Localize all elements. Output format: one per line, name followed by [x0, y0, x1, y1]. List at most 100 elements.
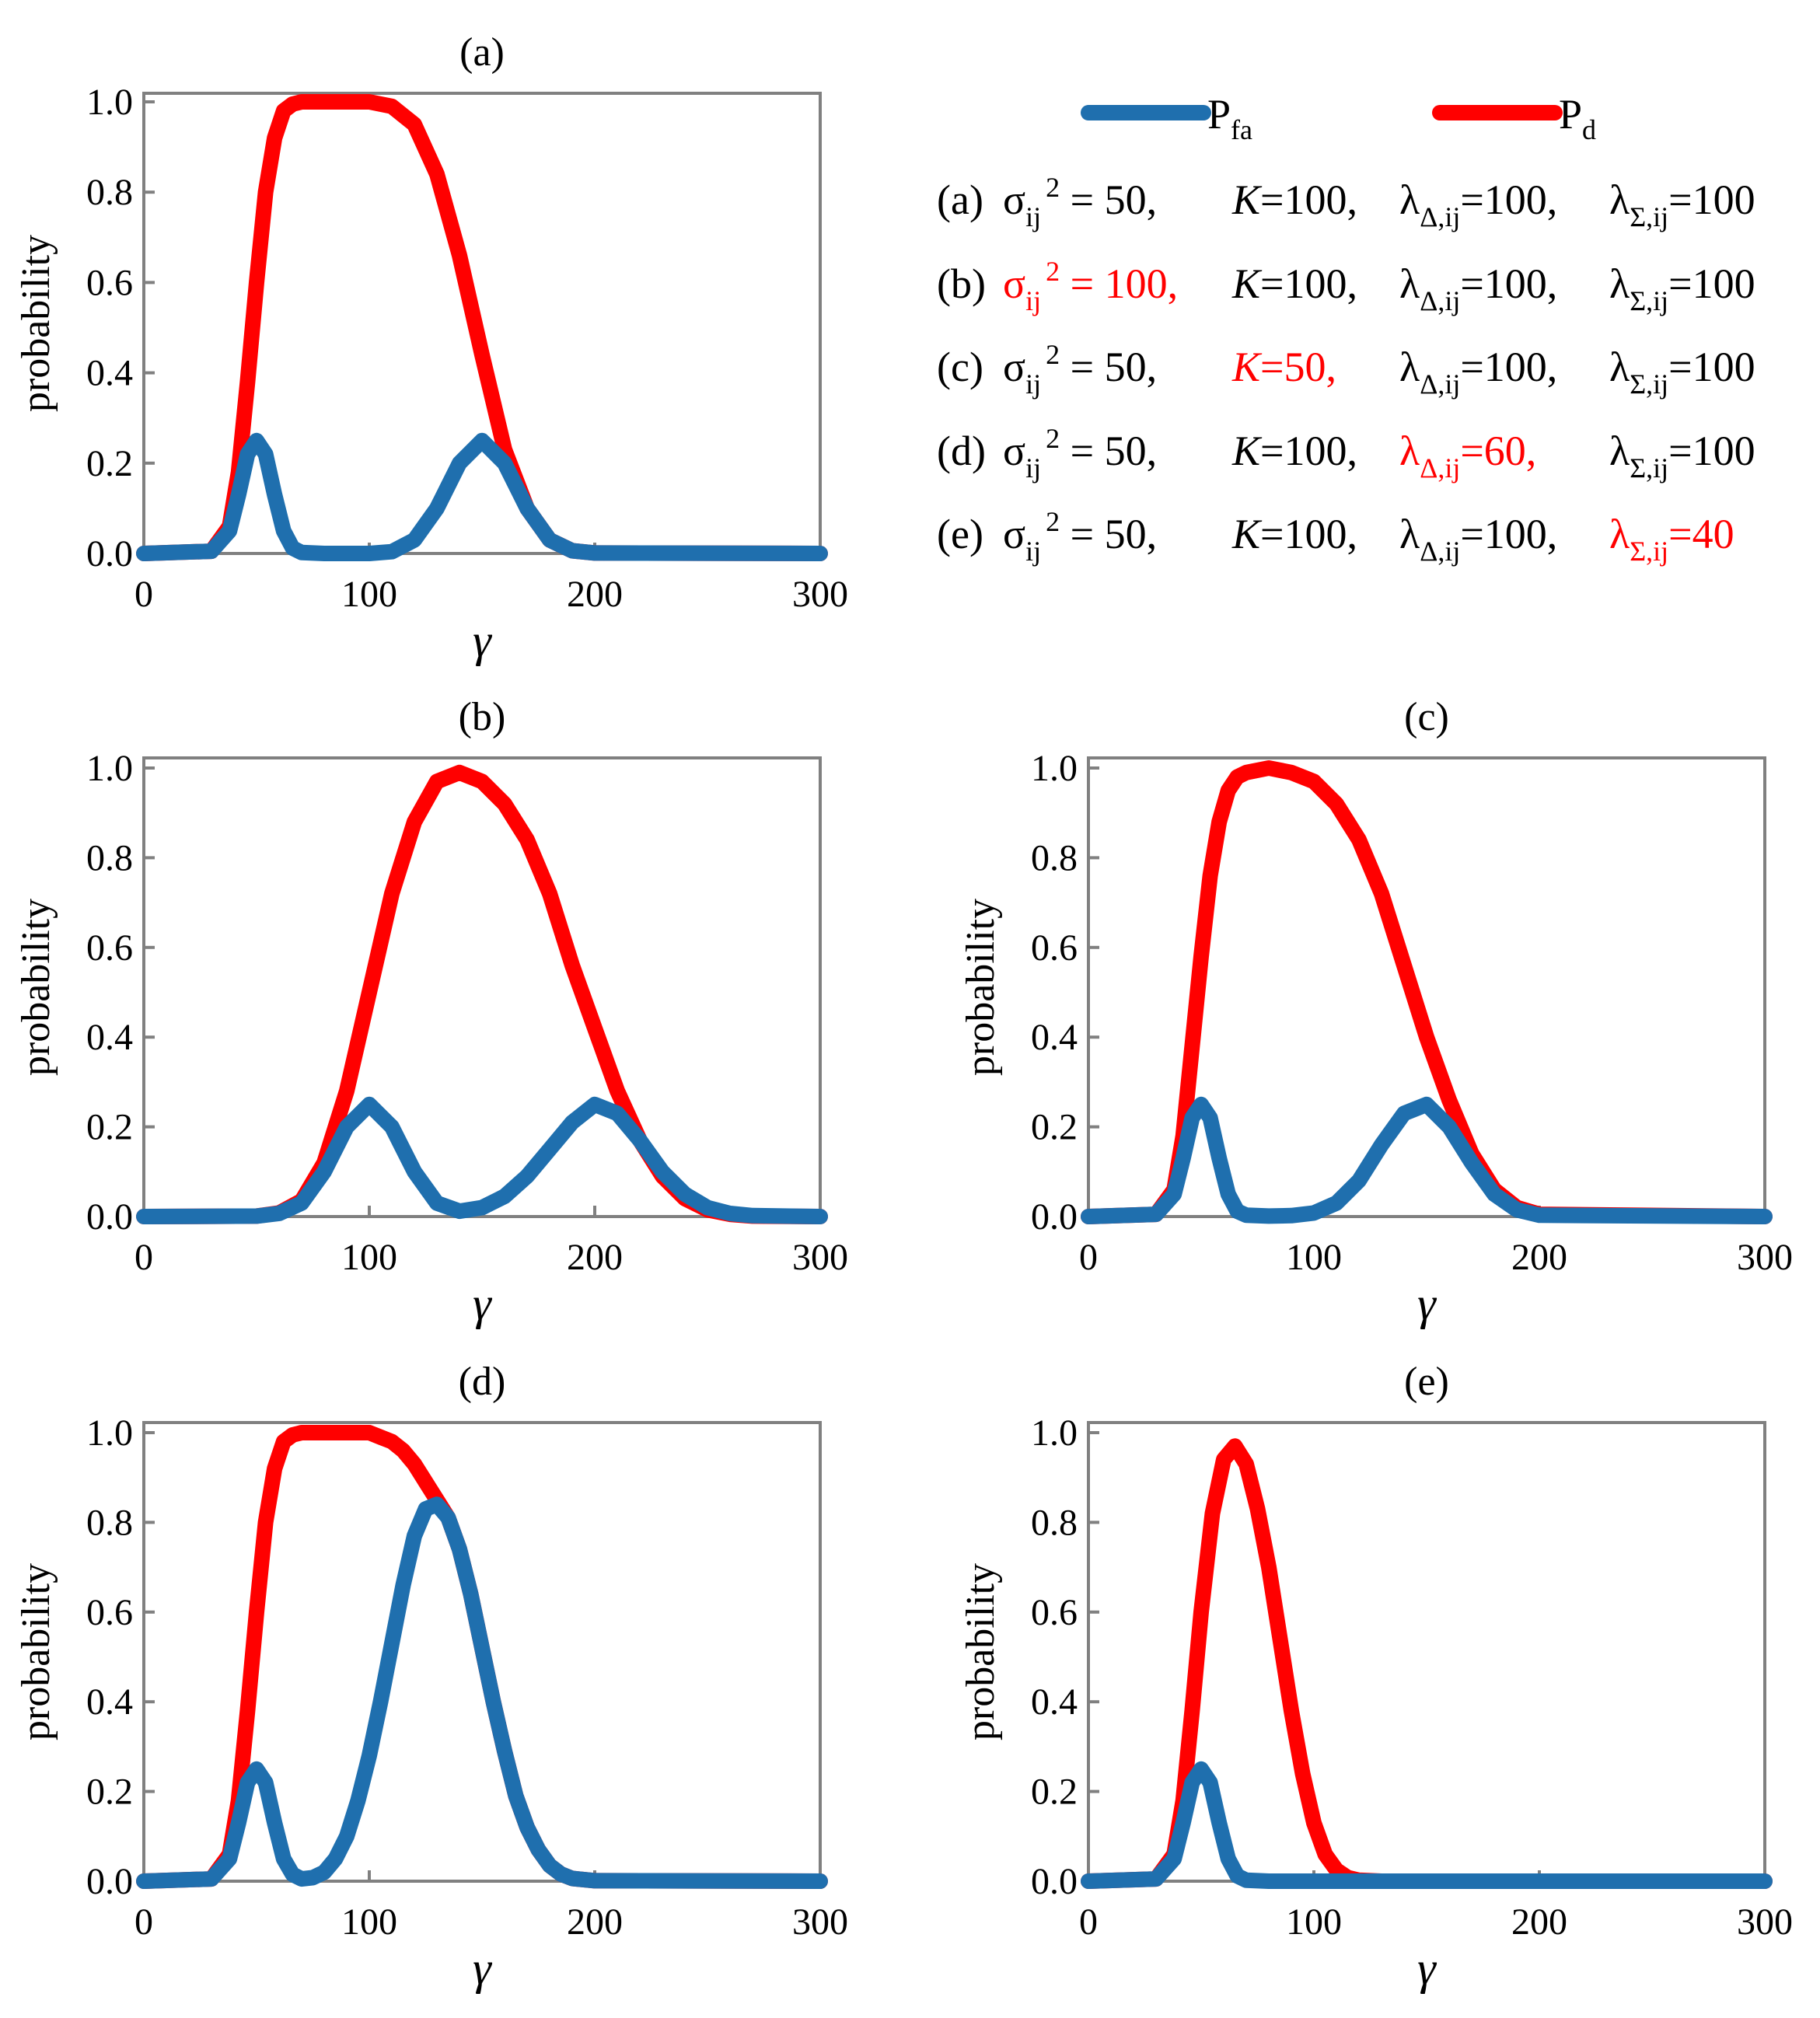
ytick-label-a: 0.0: [86, 533, 133, 574]
param-sigma: σij2 = 50,: [1003, 506, 1157, 567]
ytick-label-e: 0.2: [1031, 1772, 1078, 1813]
xtick-label-d: 0: [134, 1901, 153, 1943]
param-lambda-sigma: λΣ,ij=40: [1609, 511, 1734, 567]
ytick-label-c: 0.8: [1031, 837, 1078, 878]
panel-title-a: (a): [459, 30, 505, 75]
ytick-label-d: 0.4: [86, 1681, 133, 1723]
ytick-label-e: 0.6: [1031, 1592, 1078, 1633]
series-pfa-line-a: [136, 432, 828, 561]
ytick-label-d: 0.6: [86, 1592, 133, 1633]
param-sigma: σij2 = 50,: [1003, 172, 1157, 232]
ytick-label-d: 0.0: [86, 1861, 133, 1902]
ytick-label-b: 1.0: [86, 748, 133, 789]
param-label: (a): [937, 176, 983, 223]
plot-frame-b: [142, 756, 822, 1218]
ytick-label-c: 0.0: [1031, 1196, 1078, 1238]
panel-title-e: (e): [1404, 1360, 1449, 1404]
param-k: K=100,: [1231, 260, 1357, 307]
legend: Pfa Pd: [1081, 91, 1596, 145]
ytick-label-b: 0.2: [86, 1107, 133, 1148]
xtick-label-c: 300: [1737, 1237, 1793, 1278]
ytick-label-a: 1.0: [86, 82, 133, 123]
ylabel-b: probability: [14, 899, 58, 1076]
param-k: K=100,: [1231, 428, 1357, 474]
param-label: (e): [937, 511, 983, 557]
xtick-label-d: 300: [792, 1901, 848, 1943]
ytick-label-b: 0.8: [86, 837, 133, 878]
xtick-label-b: 0: [134, 1237, 153, 1278]
param-k: K=50,: [1231, 344, 1336, 390]
param-label: (b): [937, 260, 986, 307]
param-lambda-sigma: λΣ,ij=100: [1609, 260, 1755, 316]
xlabel-d: γ: [473, 1943, 492, 1994]
ytick-label-e: 0.0: [1031, 1861, 1078, 1902]
parameter-list: (a) σij2 = 50, K=100, λΔ,ij=100, λΣ,ij=100(…: [937, 172, 1755, 567]
ylabel-a: probability: [14, 235, 58, 412]
panel-b: 0.0 0.2 0.4 0.6 0.8 1.0 0 100 200 300 γ probability…: [14, 695, 848, 1329]
param-lambda-delta: λΔ,ij=100,: [1399, 260, 1557, 316]
xlabel-b: γ: [473, 1278, 492, 1329]
xtick-label-a: 300: [792, 574, 848, 615]
series-pfa-line-b: [136, 1096, 828, 1224]
series-pfa-line-d: [136, 1496, 828, 1889]
param-lambda-sigma: λΣ,ij=100: [1609, 344, 1755, 400]
plot-frame-a: [142, 92, 822, 555]
param-lambda-delta: λΔ,ij=60,: [1399, 428, 1536, 484]
panel-d: 0.0 0.2 0.4 0.6 0.8 1.0 0 100 200 300 γ probability…: [14, 1360, 848, 1994]
panel-e: 0.0 0.2 0.4 0.6 0.8 1.0 0 100 200 300 γ probability…: [959, 1360, 1793, 1994]
ytick-label-b: 0.0: [86, 1196, 133, 1238]
param-row-c: (c) σij2 = 50, K=50, λΔ,ij=100, λΣ,ij=100: [937, 339, 1755, 400]
ylabel-c: probability: [959, 899, 1003, 1076]
xtick-label-a: 100: [341, 574, 397, 615]
param-label: (c): [937, 344, 983, 390]
panel-title-b: (b): [459, 695, 506, 739]
series-pfa-line-c: [1081, 1096, 1773, 1224]
panels: 0.0 0.2 0.4 0.6 0.8 1.0 0 100 200 300 γ probability…: [14, 30, 1793, 1994]
ylabel-e: probability: [959, 1563, 1003, 1740]
ytick-label-c: 0.4: [1031, 1017, 1078, 1058]
param-k: K=100,: [1231, 511, 1357, 557]
series-pd-line-b: [136, 764, 828, 1224]
xtick-label-b: 100: [341, 1237, 397, 1278]
xtick-label-d: 100: [341, 1901, 397, 1943]
panel-title-d: (d): [459, 1360, 506, 1404]
ytick-label-c: 0.2: [1031, 1107, 1078, 1148]
ytick-label-e: 1.0: [1031, 1412, 1078, 1454]
xtick-label-c: 200: [1511, 1237, 1567, 1278]
ylabel-d: probability: [14, 1563, 58, 1740]
param-sigma: σij2 = 50,: [1003, 423, 1157, 484]
panel-a: 0.0 0.2 0.4 0.6 0.8 1.0 0 100 200 300 γ probability…: [14, 30, 848, 666]
param-label: (d): [937, 428, 986, 474]
param-lambda-delta: λΔ,ij=100,: [1399, 176, 1557, 232]
ytick-label-e: 0.8: [1031, 1502, 1078, 1543]
legend-pfa-label: Pfa: [1207, 91, 1252, 145]
xlabel-a: γ: [473, 615, 492, 666]
xtick-label-c: 0: [1079, 1237, 1098, 1278]
xtick-label-a: 0: [134, 574, 153, 615]
param-lambda-delta: λΔ,ij=100,: [1399, 511, 1557, 567]
param-sigma: σij2 = 100,: [1003, 256, 1178, 316]
param-lambda-delta: λΔ,ij=100,: [1399, 344, 1557, 400]
param-k: K=100,: [1231, 176, 1357, 223]
xtick-label-b: 300: [792, 1237, 848, 1278]
param-row-e: (e) σij2 = 50, K=100, λΔ,ij=100, λΣ,ij=40: [937, 506, 1734, 567]
xtick-label-e: 100: [1286, 1901, 1342, 1943]
ytick-label-d: 0.8: [86, 1502, 133, 1543]
param-row-b: (b) σij2 = 100, K=100, λΔ,ij=100, λΣ,ij=100: [937, 256, 1755, 316]
plot-frame-c: [1087, 756, 1766, 1218]
xlabel-c: γ: [1417, 1278, 1437, 1329]
xtick-label-b: 200: [567, 1237, 623, 1278]
param-sigma: σij2 = 50,: [1003, 339, 1157, 400]
xtick-label-e: 0: [1079, 1901, 1098, 1943]
ytick-label-c: 1.0: [1031, 748, 1078, 789]
xtick-label-a: 200: [567, 574, 623, 615]
ytick-label-b: 0.6: [86, 927, 133, 969]
panel-title-c: (c): [1404, 695, 1449, 739]
xtick-label-d: 200: [567, 1901, 623, 1943]
ytick-label-d: 0.2: [86, 1772, 133, 1813]
ytick-label-c: 0.6: [1031, 927, 1078, 969]
xtick-label-e: 200: [1511, 1901, 1567, 1943]
ytick-label-a: 0.4: [86, 353, 133, 394]
ytick-label-b: 0.4: [86, 1017, 133, 1058]
